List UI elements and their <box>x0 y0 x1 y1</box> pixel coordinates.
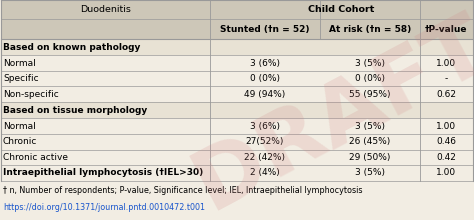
Text: 29 (50%): 29 (50%) <box>349 153 391 162</box>
Text: Non-specific: Non-specific <box>3 90 59 99</box>
Bar <box>1 20 473 39</box>
Text: † n, Number of respondents; P-value, Significance level; IEL, Intraepithelial ly: † n, Number of respondents; P-value, Sig… <box>3 186 363 195</box>
Text: 3 (5%): 3 (5%) <box>355 168 385 177</box>
Text: 1.00: 1.00 <box>437 122 456 131</box>
Text: 49 (94%): 49 (94%) <box>245 90 286 99</box>
Text: Based on known pathology: Based on known pathology <box>3 43 140 52</box>
Bar <box>1 0 473 20</box>
Text: 26 (45%): 26 (45%) <box>349 137 391 146</box>
Text: Intraepithelial lymphocytosis (†IEL>30): Intraepithelial lymphocytosis (†IEL>30) <box>3 168 203 177</box>
Text: 55 (95%): 55 (95%) <box>349 90 391 99</box>
Text: -: - <box>445 74 448 83</box>
Text: 27(52%): 27(52%) <box>246 137 284 146</box>
Text: Normal: Normal <box>3 122 36 131</box>
Text: Duodenitis: Duodenitis <box>81 5 131 14</box>
Text: https://doi.org/10.1371/journal.pntd.0010472.t001: https://doi.org/10.1371/journal.pntd.001… <box>3 203 205 212</box>
Text: 3 (6%): 3 (6%) <box>250 59 280 68</box>
Text: Normal: Normal <box>3 59 36 68</box>
Text: DRAFT: DRAFT <box>180 2 474 220</box>
Text: 22 (42%): 22 (42%) <box>245 153 285 162</box>
Text: 3 (5%): 3 (5%) <box>355 122 385 131</box>
Text: Stunted (†n = 52): Stunted (†n = 52) <box>220 25 310 34</box>
Text: 1.00: 1.00 <box>437 59 456 68</box>
Text: 3 (6%): 3 (6%) <box>250 122 280 131</box>
Text: 1.00: 1.00 <box>437 168 456 177</box>
Text: 0.42: 0.42 <box>437 153 456 162</box>
Text: Chronic active: Chronic active <box>3 153 68 162</box>
Text: Child Cohort: Child Cohort <box>308 5 374 14</box>
Text: Specific: Specific <box>3 74 38 83</box>
Text: 0.46: 0.46 <box>437 137 456 146</box>
Bar <box>1 39 473 55</box>
Text: 3 (5%): 3 (5%) <box>355 59 385 68</box>
Text: 2 (4%): 2 (4%) <box>250 168 280 177</box>
Text: Based on tissue morphology: Based on tissue morphology <box>3 106 147 115</box>
Text: 0.62: 0.62 <box>437 90 456 99</box>
Text: †P-value: †P-value <box>425 25 468 34</box>
Text: At risk (†n = 58): At risk (†n = 58) <box>329 25 411 34</box>
Text: 0 (0%): 0 (0%) <box>250 74 280 83</box>
Text: Chronic: Chronic <box>3 137 37 146</box>
Bar <box>1 102 473 119</box>
Text: 0 (0%): 0 (0%) <box>355 74 385 83</box>
